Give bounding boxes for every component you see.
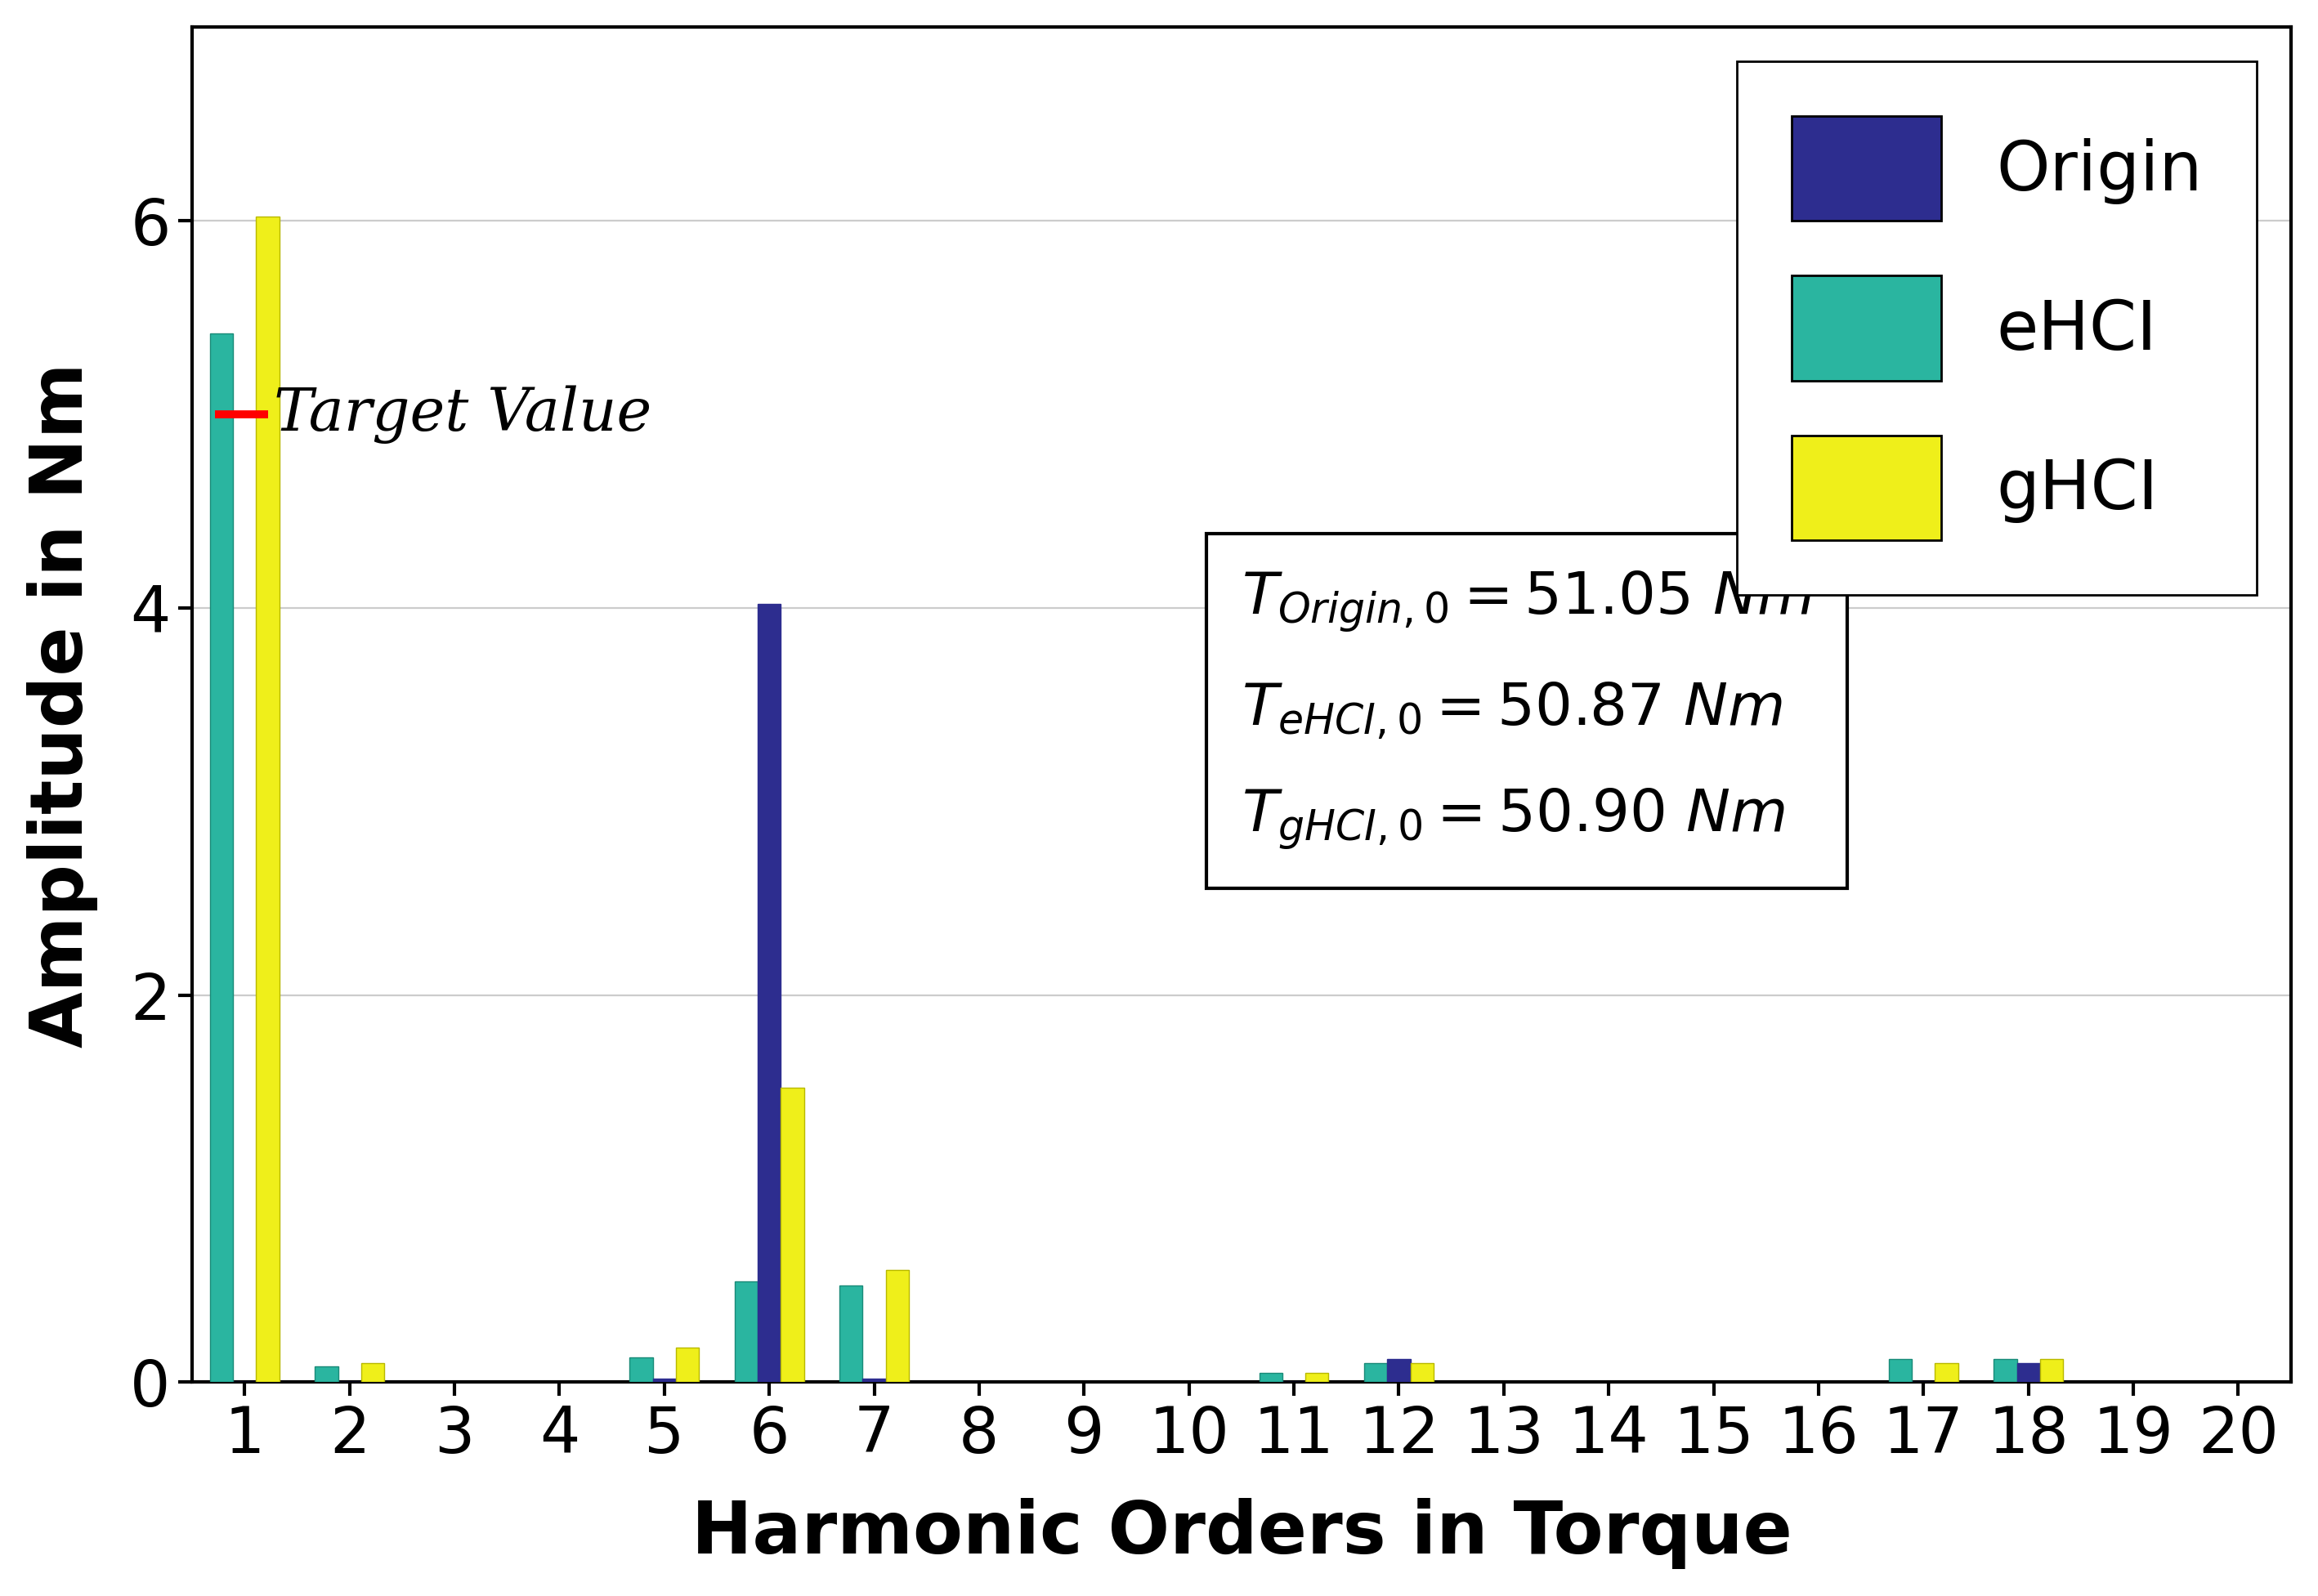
Bar — [839, 1285, 862, 1382]
Bar — [1259, 1373, 1282, 1382]
Legend: Origin, eHCI, gHCI: Origin, eHCI, gHCI — [1736, 61, 2258, 595]
Y-axis label: Amplitude in Nm: Amplitude in Nm — [28, 362, 97, 1047]
Bar — [885, 1270, 909, 1382]
Bar — [1993, 1358, 2017, 1382]
Bar — [2017, 1363, 2040, 1382]
Bar — [630, 1357, 654, 1382]
Bar — [862, 1379, 885, 1382]
Bar — [1936, 1363, 1959, 1382]
Bar — [654, 1379, 677, 1382]
X-axis label: Harmonic Orders in Torque: Harmonic Orders in Torque — [691, 1497, 1792, 1569]
Bar — [735, 1282, 758, 1382]
Bar — [211, 334, 234, 1382]
Bar — [781, 1088, 804, 1382]
Text: Target Value: Target Value — [274, 385, 651, 444]
Bar — [1409, 1363, 1433, 1382]
Bar — [1889, 1358, 1912, 1382]
Bar — [257, 217, 278, 1382]
Bar — [362, 1363, 385, 1382]
Bar — [2040, 1358, 2063, 1382]
Bar — [1305, 1373, 1328, 1382]
Bar — [1365, 1363, 1386, 1382]
Text: $T_{Origin,0} = 51.05\ Nm$
$T_{eHCI,0} = 50.87\ Nm$
$T_{gHCI,0} = 50.90\ Nm$: $T_{Origin,0} = 51.05\ Nm$ $T_{eHCI,0} =… — [1242, 570, 1813, 852]
Bar — [677, 1347, 700, 1382]
Bar — [1386, 1358, 1409, 1382]
Bar — [758, 603, 781, 1382]
Bar — [315, 1366, 338, 1382]
